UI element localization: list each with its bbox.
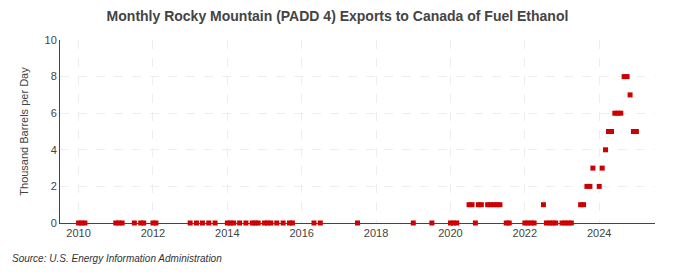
svg-text:2018: 2018: [364, 227, 388, 239]
svg-text:Source: U.S. Energy Informatio: Source: U.S. Energy Information Administ…: [12, 253, 222, 264]
svg-text:2014: 2014: [215, 227, 239, 239]
svg-text:0: 0: [51, 217, 57, 229]
svg-text:Thousand Barrels per Day: Thousand Barrels per Day: [18, 67, 30, 196]
svg-text:10: 10: [45, 34, 57, 46]
svg-text:Monthly Rocky Mountain (PADD 4: Monthly Rocky Mountain (PADD 4) Exports …: [107, 8, 569, 24]
svg-text:4: 4: [51, 144, 57, 156]
svg-text:6: 6: [51, 107, 57, 119]
svg-text:2016: 2016: [289, 227, 313, 239]
svg-text:2010: 2010: [66, 227, 90, 239]
svg-text:2012: 2012: [141, 227, 165, 239]
svg-text:2024: 2024: [587, 227, 611, 239]
svg-text:2: 2: [51, 180, 57, 192]
svg-text:8: 8: [51, 70, 57, 82]
svg-text:2022: 2022: [513, 227, 537, 239]
svg-text:2020: 2020: [438, 227, 462, 239]
